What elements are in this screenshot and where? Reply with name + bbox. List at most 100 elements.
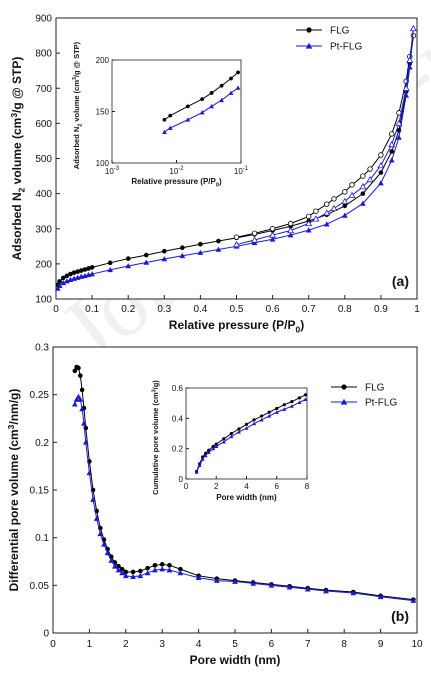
chart-b-xtick-label: 1 — [87, 639, 93, 650]
chart-a-point — [64, 273, 70, 279]
chart-b-point — [130, 569, 136, 575]
chart-b-xtick-label: 10 — [411, 639, 423, 650]
chart-b-legend-marker — [340, 398, 348, 405]
chart-a-desorption-point — [389, 131, 395, 137]
chart-a-desorption-point — [410, 32, 417, 39]
chart-b-inset-point — [297, 400, 302, 405]
chart-a-inset-frame — [111, 59, 242, 164]
chart-b-inset-point — [207, 448, 211, 452]
chart-a-desorption-point — [349, 182, 355, 188]
chart-a-inset-point — [235, 85, 241, 90]
chart-a-point — [89, 271, 95, 277]
chart-b-point — [304, 586, 311, 592]
chart-b-point — [410, 597, 417, 603]
chart-b-point — [130, 573, 136, 580]
chart-a-desorption-point — [359, 182, 367, 190]
chart-b-inset-point — [194, 470, 199, 474]
chart-a-desorption-point — [348, 191, 356, 199]
chart-a-inset-xtick-label: 10-1 — [234, 166, 249, 176]
chart-a-xtick-label: 0.7 — [302, 304, 316, 315]
chart-b-point — [137, 572, 144, 579]
chart-b-inset-point — [203, 453, 208, 458]
chart-b-xtick-label: 8 — [341, 639, 347, 650]
chart-b-point — [115, 567, 122, 573]
chart-b-inset-point — [200, 457, 205, 461]
chart-b-ytick-label: 0.2 — [35, 438, 49, 449]
chart-b-point — [144, 570, 151, 576]
chart-b-inset-point — [229, 434, 234, 439]
chart-a-desorption-point — [306, 213, 312, 220]
chart-b-inset-point — [297, 396, 302, 400]
chart-a-point — [60, 275, 66, 281]
chart-b-point — [93, 515, 100, 521]
chart-a-ytick-label: 600 — [35, 119, 52, 130]
chart-a-desorption-point — [324, 201, 330, 207]
chart-a-inset-point — [209, 103, 214, 109]
chart-a-ytick-label: 100 — [35, 295, 52, 306]
chart-a-desorption-point — [305, 219, 313, 227]
chart-a-point — [68, 271, 73, 277]
chart-a-desorption-point — [366, 175, 374, 183]
chart-b-inset-xtick-label: 4 — [244, 482, 249, 491]
chart-b-legend-label: Pt-FLG — [365, 398, 397, 409]
chart-b-ytick-label: 0.25 — [30, 390, 50, 401]
chart-a-point — [63, 278, 70, 284]
chart-a-point — [57, 279, 62, 284]
chart-a-legend-label: FLG — [330, 26, 350, 37]
chart-b-point — [177, 570, 184, 576]
chart-a-desorption-point — [313, 208, 319, 214]
chart-b-point — [81, 420, 87, 426]
chart-a-legend-marker — [305, 42, 313, 49]
chart-b-point — [79, 406, 85, 412]
chart-b-xtick-label: 0 — [50, 639, 56, 650]
chart-a-point — [162, 248, 167, 254]
chart-a-point — [143, 259, 150, 265]
chart-a-point — [75, 269, 80, 274]
chart-b-point — [195, 574, 202, 581]
chart-b-point — [268, 582, 275, 588]
chart-a-point — [197, 249, 204, 255]
chart-b-point — [82, 439, 89, 445]
chart-b-point — [72, 368, 78, 374]
chart-a-point — [305, 227, 312, 233]
chart-a-point — [388, 157, 395, 163]
chart-b-point — [78, 373, 83, 378]
chart-a-desorption-point — [330, 204, 338, 212]
chart-b-point — [213, 577, 220, 583]
chart-a-inset-point — [219, 97, 224, 103]
chart-a-point — [161, 256, 168, 262]
chart-a-xtick-label: 0.3 — [157, 304, 171, 315]
chart-b-point — [167, 563, 172, 568]
chart-b-inset-ytick-label: 0 — [179, 475, 184, 484]
chart-a-xtick-label: 0.2 — [121, 304, 135, 315]
chart-b-ytick-label: 0.15 — [30, 486, 50, 497]
chart-a-xtick-label: 1 — [414, 304, 420, 315]
chart-b-point — [90, 496, 96, 502]
chart-a-desorption-point — [287, 226, 295, 234]
chart-b-point — [71, 401, 78, 407]
chart-b-inset-point — [252, 418, 256, 422]
chart-b-point — [108, 557, 115, 563]
chart-a-point — [180, 245, 185, 251]
chart-b-inset-point — [282, 407, 287, 411]
chart-a-desorption-point — [378, 152, 384, 158]
chart-b-point — [145, 565, 150, 571]
chart-a-point — [125, 263, 132, 269]
chart-a-inset-xlabel: Relative pressure (P/P0) — [131, 177, 222, 188]
chart-b-series-line — [74, 395, 414, 602]
chart-a-desorption-point — [409, 24, 417, 32]
chart-b-xtick-label: 6 — [269, 639, 275, 650]
chart-b-panel-label: (b) — [391, 608, 409, 624]
chart-b-xtick-label: 5 — [232, 639, 238, 650]
chart-a-inset-point — [200, 97, 205, 102]
chart-b-ytick-label: 0.3 — [35, 343, 49, 354]
chart-a-xtick-label: 0.6 — [266, 304, 280, 315]
chart-a-inset-ytick-label: 150 — [96, 108, 110, 117]
chart-b-point — [97, 530, 104, 537]
chart-a-ytick-label: 700 — [35, 84, 52, 95]
chart-b-inset-point — [244, 422, 249, 426]
chart-b-ytick-label: 0.05 — [30, 581, 50, 592]
chart-b-inset-point — [214, 442, 218, 446]
chart-b-xlabel: Pore width (nm) — [190, 653, 281, 667]
chart-a-desorption-point — [402, 84, 410, 91]
